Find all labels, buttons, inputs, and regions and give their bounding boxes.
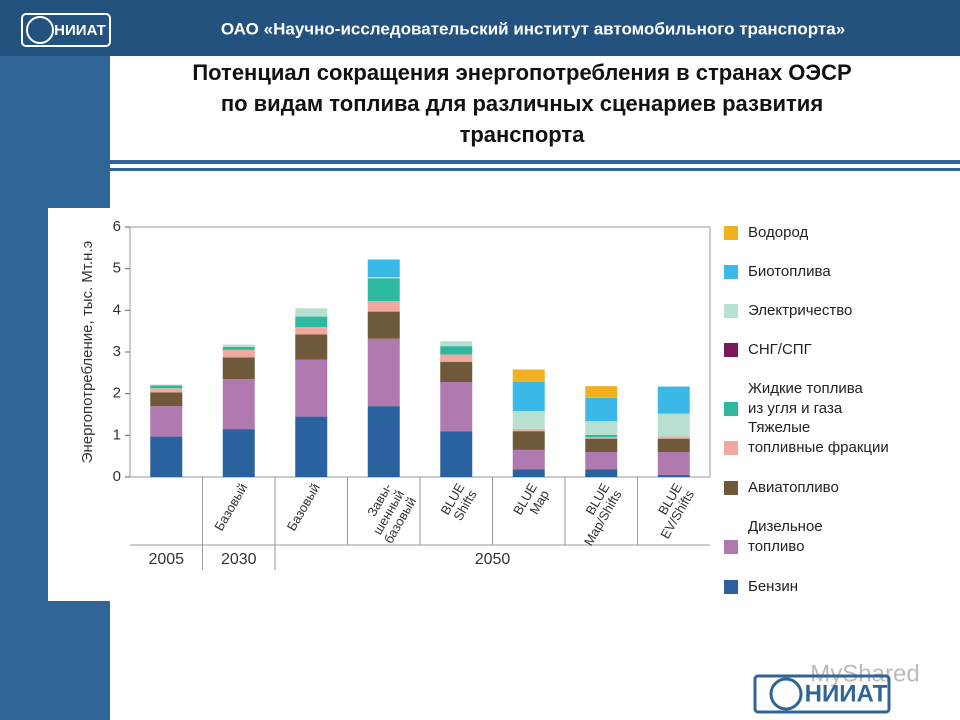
organization: ОАО «Научно-исследовательский институт а… xyxy=(221,19,845,38)
y-tick-label: 6 xyxy=(113,218,121,235)
logo-text: НИИАТ xyxy=(54,22,106,39)
bar-segment xyxy=(657,474,690,477)
bar-segment xyxy=(150,436,183,477)
bar-segment xyxy=(295,327,328,335)
bar-segment xyxy=(585,452,618,470)
bar-segment xyxy=(367,338,400,407)
bar-segment xyxy=(295,359,328,417)
bar-segment xyxy=(512,369,545,382)
bar-segment xyxy=(585,386,618,398)
bar-segment xyxy=(367,259,400,277)
bar-segment xyxy=(512,469,545,477)
bar-segment xyxy=(222,357,255,380)
bar-segment xyxy=(295,316,328,327)
bar-segment xyxy=(512,382,545,412)
bar-segment xyxy=(585,469,618,477)
legend-swatch xyxy=(724,540,738,554)
legend-swatch xyxy=(724,441,738,455)
bar-segment xyxy=(440,346,473,355)
rule xyxy=(110,160,960,164)
bar-segment xyxy=(512,429,545,432)
bar-segment xyxy=(295,416,328,477)
bar-segment xyxy=(150,385,183,389)
bar-segment xyxy=(657,413,690,437)
bar-segment xyxy=(150,392,183,407)
bar-segment xyxy=(657,386,690,414)
y-tick-label: 5 xyxy=(113,260,121,277)
y-tick-label: 2 xyxy=(113,385,121,402)
legend-label: Авиатопливо xyxy=(748,479,839,496)
logo-box xyxy=(21,13,111,47)
bar-segment xyxy=(222,344,255,347)
bar-segment xyxy=(150,388,183,393)
legend-label: Жидкие топлива из угля и газа xyxy=(748,380,864,417)
y-tick-label: 0 xyxy=(113,468,121,485)
legend-swatch xyxy=(724,265,738,279)
period-label: 2005 xyxy=(148,551,184,568)
bar-segment xyxy=(295,308,328,317)
bar-segment xyxy=(295,334,328,360)
bar-segment xyxy=(440,362,473,382)
bar-segment xyxy=(657,436,690,439)
y-tick-label: 4 xyxy=(113,301,121,318)
bar-segment xyxy=(150,384,183,386)
legend-label: Бензин xyxy=(748,578,798,595)
bar-segment xyxy=(367,406,400,477)
bar-segment xyxy=(512,449,545,470)
period-label: 2030 xyxy=(221,551,257,568)
logo-text: НИИАТ xyxy=(805,680,888,707)
bar-segment xyxy=(512,411,545,430)
bar-segment xyxy=(585,397,618,422)
logo-icon xyxy=(769,677,803,711)
bar-segment xyxy=(440,382,473,432)
legend-label: Водород xyxy=(748,224,808,241)
bar-segment xyxy=(440,341,473,347)
legend-label: Электричество xyxy=(748,302,852,319)
legend-label: Тяжелые топливные фракции xyxy=(748,419,889,456)
rule xyxy=(110,168,960,171)
bar-segment xyxy=(150,406,183,437)
bar-segment xyxy=(585,438,618,452)
bar-segment xyxy=(512,431,545,450)
logo-icon xyxy=(26,16,54,44)
bar-segment xyxy=(585,437,618,439)
y-tick-label: 1 xyxy=(113,426,121,443)
legend-swatch xyxy=(724,304,738,318)
bar-segment xyxy=(367,311,400,339)
logo-box xyxy=(753,674,891,714)
legend-label: Биотоплива xyxy=(748,263,831,280)
bar-segment xyxy=(222,349,255,358)
bar-segment xyxy=(367,277,400,279)
y-axis-title: Энергопотребление, тыс. Мт.н.э xyxy=(79,240,96,463)
bar-segment xyxy=(367,301,400,312)
bar-segment xyxy=(657,438,690,452)
legend-label: Дизельное топливо xyxy=(748,518,823,555)
top-band xyxy=(0,0,960,56)
legend-swatch xyxy=(724,402,738,416)
bar-segment xyxy=(585,434,618,437)
bar-segment xyxy=(440,431,473,477)
legend-swatch xyxy=(724,580,738,594)
watermark: MyShared xyxy=(810,660,919,687)
bar-segment xyxy=(367,278,400,302)
bar-segment xyxy=(440,354,473,362)
bar-segment xyxy=(585,421,618,435)
legend-swatch xyxy=(724,343,738,357)
chart-title: Потенциал сокращения энергопотребления в… xyxy=(192,60,851,147)
legend-swatch xyxy=(724,481,738,495)
bar-segment xyxy=(222,429,255,477)
y-tick-label: 3 xyxy=(113,343,121,360)
legend-label: СНГ/СПГ xyxy=(748,341,812,358)
bar-segment xyxy=(222,347,255,350)
bar-segment xyxy=(222,379,255,430)
bar-segment xyxy=(657,452,690,475)
legend-swatch xyxy=(724,226,738,240)
period-label: 2050 xyxy=(475,551,511,568)
